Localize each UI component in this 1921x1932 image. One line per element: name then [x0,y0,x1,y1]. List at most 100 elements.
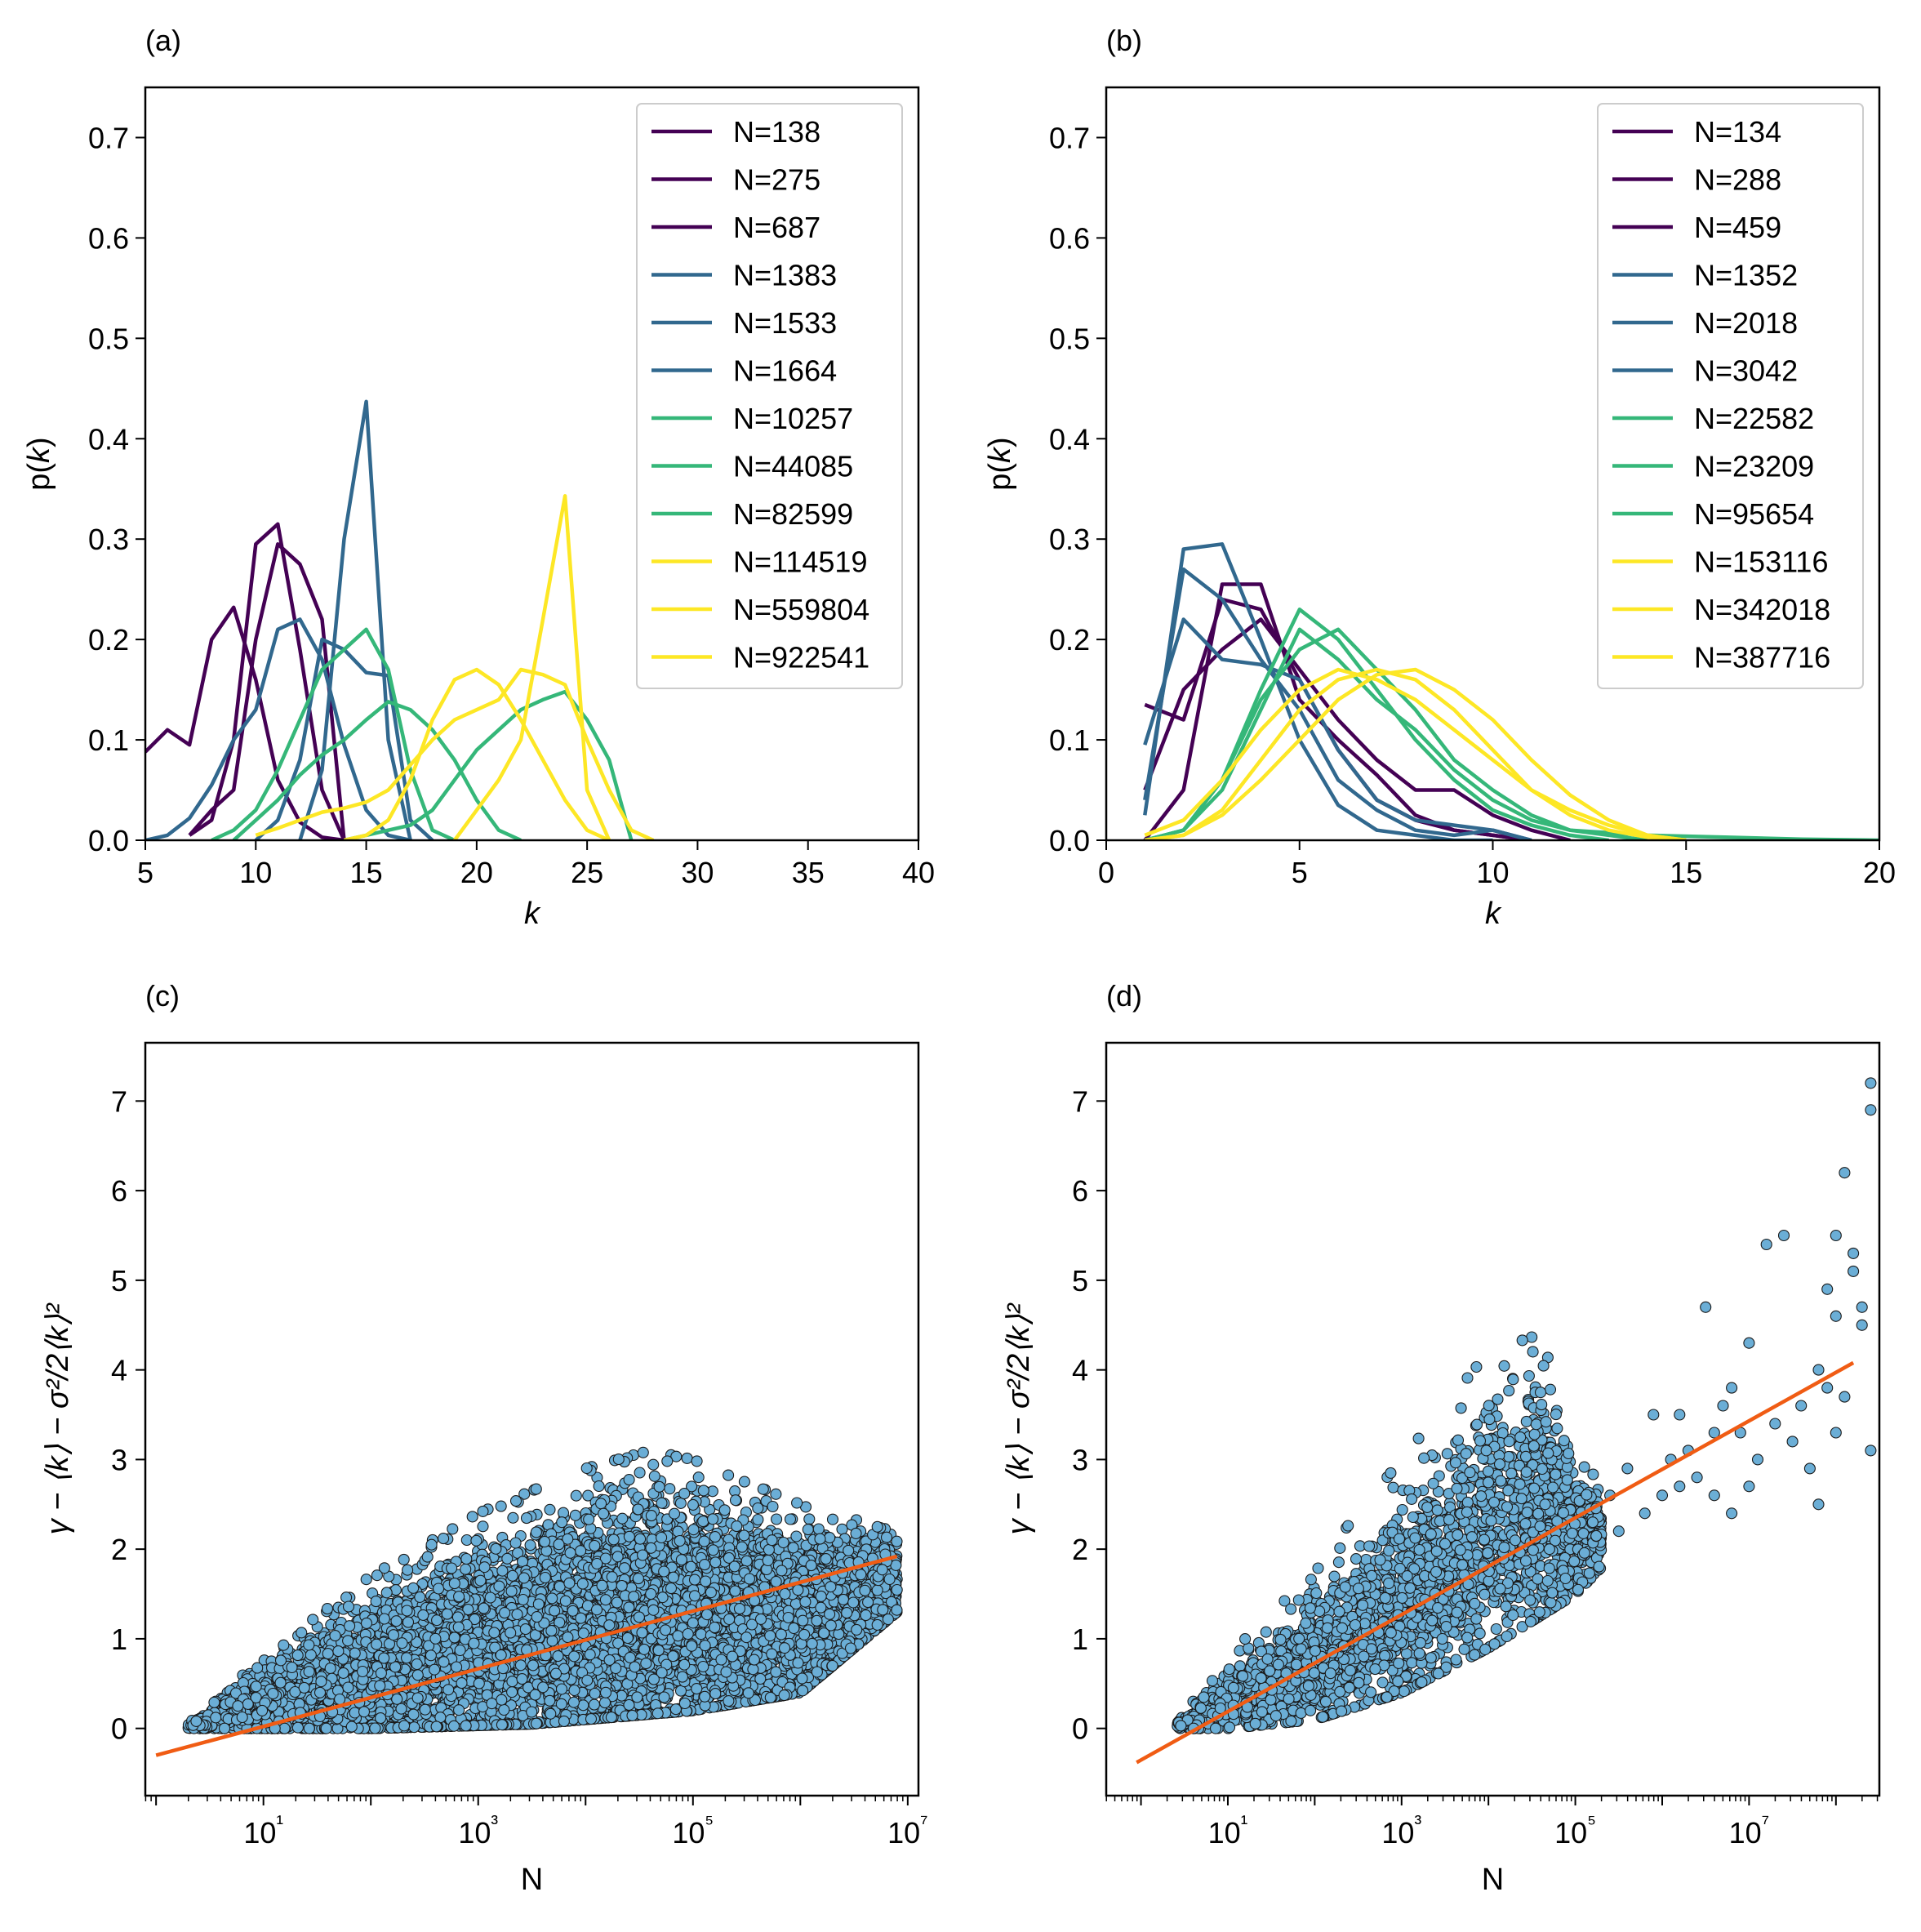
legend-entry: N=95654 [1694,497,1814,531]
series-line [1143,617,1532,840]
data-point [398,1553,410,1565]
series-line [1144,667,1687,840]
y-tick-label: 0.2 [88,623,129,657]
x-tick-label: 35 [792,856,825,889]
x-tick-label: 15 [1670,856,1702,889]
legend-entry: N=687 [733,211,820,244]
y-tick-label: 0.1 [1049,723,1090,757]
legend-entry: N=114519 [733,545,867,579]
y-tick-label: 0.3 [1049,523,1090,556]
series-line [1145,667,1687,840]
series-line [1143,567,1532,840]
legend-entry: N=1352 [1694,259,1798,292]
axes-frame [144,86,920,842]
data-point [569,1509,581,1521]
series-line [344,667,611,840]
x-tick-label: 10 [239,856,272,889]
data-point [634,1467,646,1479]
legend-entry: N=2018 [1694,306,1798,340]
panel-label: (b) [1106,24,1142,57]
y-tick-label: 0.3 [88,523,129,556]
data-point [524,1539,536,1551]
y-tick-label: 0.2 [1049,623,1090,657]
x-axis-label: k [524,897,541,931]
series-group [1143,542,1879,840]
series-line [452,494,611,840]
y-tick-label: 0.4 [1049,422,1090,456]
legend-frame [636,103,903,689]
series-line [211,627,456,840]
series-line [1143,542,1493,840]
x-axis-label: k [1485,897,1502,931]
legend-frame [1597,103,1864,689]
panel-a: (a)5 10 15 20 25 30 35 400.00.10.20.30.40.50.60… [22,24,935,931]
data-point [826,1513,839,1525]
series-line [1144,627,1879,840]
x-tick-label: 10 [1476,856,1509,889]
panel-label: (c) [145,979,180,1013]
legend: N=138 N=275 N=687 N=1383 N=1533 N=1664 N=10257… [636,103,903,689]
legend-entry: N=387716 [1694,641,1830,674]
x-tick-label: 0 [1098,856,1114,889]
legend-entry: N=342018 [1694,593,1830,626]
y-axis-label: p(k) [983,437,1017,490]
panel-b: (b) 0 5 10 15 20 0.0 0.1 0.2 0.3 0.4 0.5 0.6 0.7 k p(k)… [983,24,1896,931]
data-point [557,1507,570,1519]
legend-entry: N=3042 [1694,354,1798,388]
x-tick-label: 20 [460,856,493,889]
legend-entry: N=1533 [733,306,837,340]
series-line [1145,667,1687,840]
y-tick-label: 0.0 [1049,824,1090,857]
series-line [188,542,346,840]
series-group [145,399,655,840]
series-line [145,617,411,840]
legend-entry: N=459 [1694,211,1781,244]
legend-entry: N=134 [1694,115,1781,149]
data-point [544,1503,556,1516]
x-tick-label: 5 [1292,856,1308,889]
data-point [723,1469,735,1481]
series-line [298,399,412,840]
y-tick-label: 0.5 [88,322,129,355]
y-axis-label: p(k) [22,437,56,490]
series-line [1143,617,1571,840]
y-tick-label: 0.6 [1049,221,1090,255]
data-point [752,1513,764,1526]
x-tick-label: 5 [137,856,153,889]
data-point [687,1498,699,1511]
y-tick-label: 0.7 [1049,121,1090,154]
legend-entry: N=23209 [1694,450,1814,483]
data-point [360,1574,372,1586]
data-point [681,1452,693,1464]
y-tick-label: 0.6 [88,221,129,255]
data-point [836,1523,848,1535]
data-point [771,1513,783,1525]
x-tick-label: 40 [902,856,935,889]
legend-entry: N=82599 [733,497,853,531]
y-tick-label: 0.1 [88,723,129,757]
legend-entry: N=1664 [733,354,837,388]
legend-entry: N=275 [733,163,820,197]
legend-entry: N=153116 [1694,545,1828,579]
x-tick-label: 20 [1863,856,1896,889]
series-line [255,667,655,840]
scatter-points [182,1446,903,1734]
legend-entry: N=1383 [733,259,837,292]
x-tick-label: 30 [681,856,714,889]
legend-entry: N=288 [1694,163,1781,197]
y-tick-label: 0.5 [1049,322,1090,355]
series-line [344,689,634,840]
legend-entry: N=138 [733,115,820,149]
data-point [507,1511,519,1524]
y-tick-label: 0.4 [88,422,129,456]
y-tick-label: 0.0 [88,824,129,857]
legend-entry: N=922541 [733,641,869,674]
legend: N=134N=288N=459N=1352N=2018N=3042N=22582… [1597,103,1864,689]
legend-entry: N=10257 [733,402,853,435]
legend-entry: N=44085 [733,450,853,483]
series-line [232,700,522,840]
legend-entry: N=559804 [733,593,869,626]
data-point [495,1500,507,1512]
